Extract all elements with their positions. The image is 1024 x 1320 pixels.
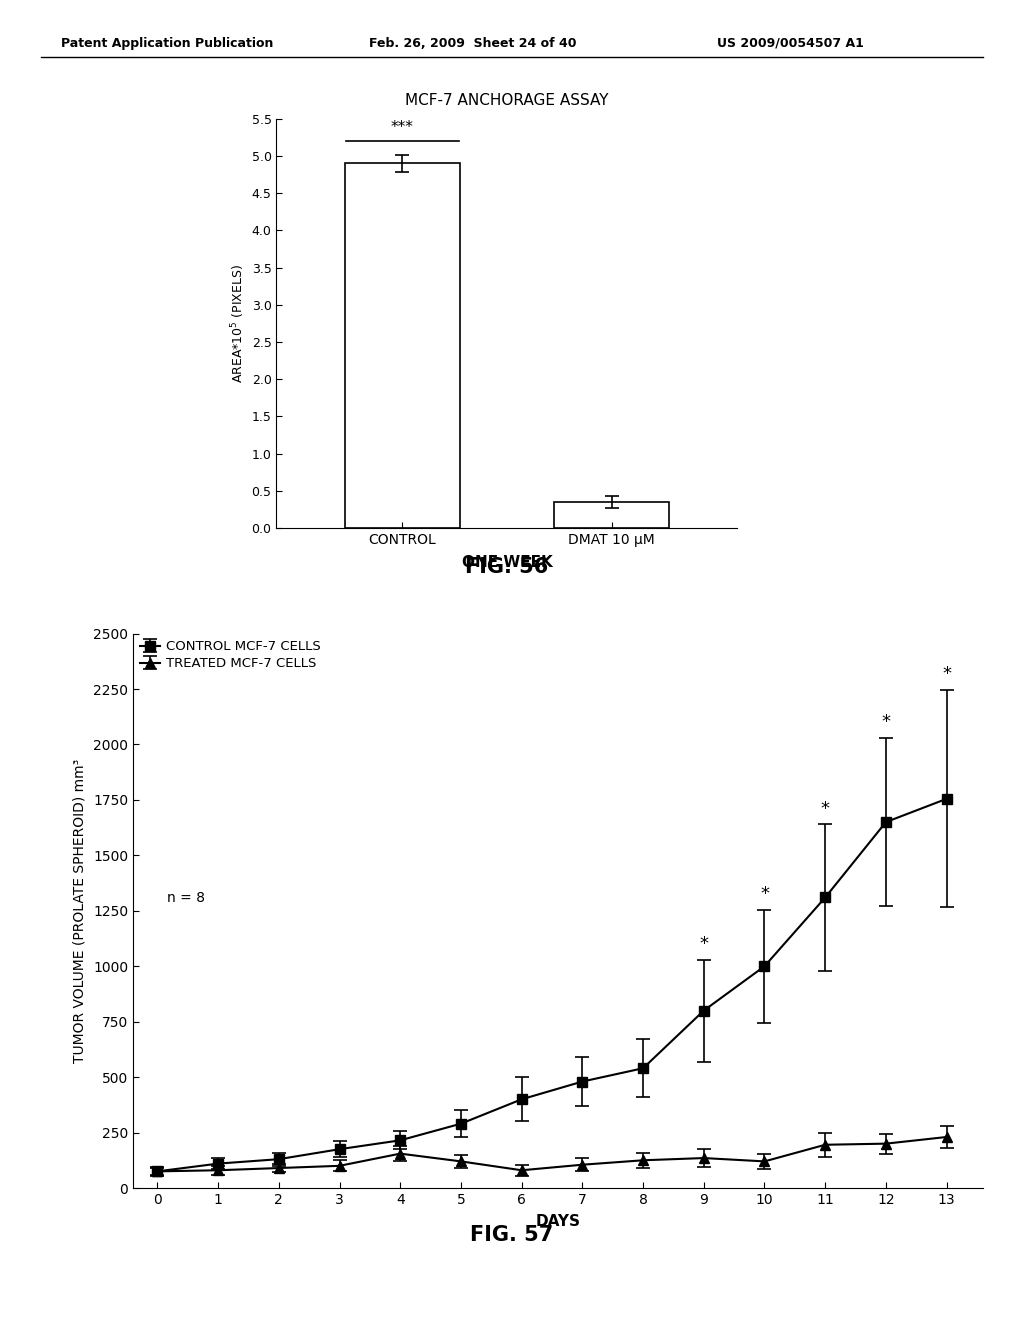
Text: *: * [699, 935, 709, 953]
Legend: CONTROL MCF-7 CELLS, TREATED MCF-7 CELLS: CONTROL MCF-7 CELLS, TREATED MCF-7 CELLS [139, 640, 321, 671]
Bar [554, 502, 670, 528]
Title: MCF-7 ANCHORAGE ASSAY: MCF-7 ANCHORAGE ASSAY [406, 92, 608, 108]
Text: *: * [760, 884, 769, 903]
Text: Feb. 26, 2009  Sheet 24 of 40: Feb. 26, 2009 Sheet 24 of 40 [369, 37, 577, 50]
Text: US 2009/0054507 A1: US 2009/0054507 A1 [717, 37, 863, 50]
X-axis label: DAYS: DAYS [536, 1214, 581, 1229]
Bar [344, 164, 460, 528]
Text: FIG. 56: FIG. 56 [465, 557, 549, 577]
X-axis label: ONE WEEK: ONE WEEK [462, 556, 552, 570]
Text: *: * [820, 800, 829, 817]
Text: *: * [942, 665, 951, 684]
Y-axis label: TUMOR VOLUME (PROLATE SPHEROID) mm³: TUMOR VOLUME (PROLATE SPHEROID) mm³ [72, 759, 86, 1063]
Text: n = 8: n = 8 [167, 891, 205, 906]
Text: *: * [882, 713, 891, 731]
Text: Patent Application Publication: Patent Application Publication [61, 37, 273, 50]
Text: FIG. 57: FIG. 57 [470, 1225, 554, 1245]
Text: ***: *** [391, 120, 414, 135]
Y-axis label: AREA*10$^5$ (PIXELS): AREA*10$^5$ (PIXELS) [229, 264, 248, 383]
